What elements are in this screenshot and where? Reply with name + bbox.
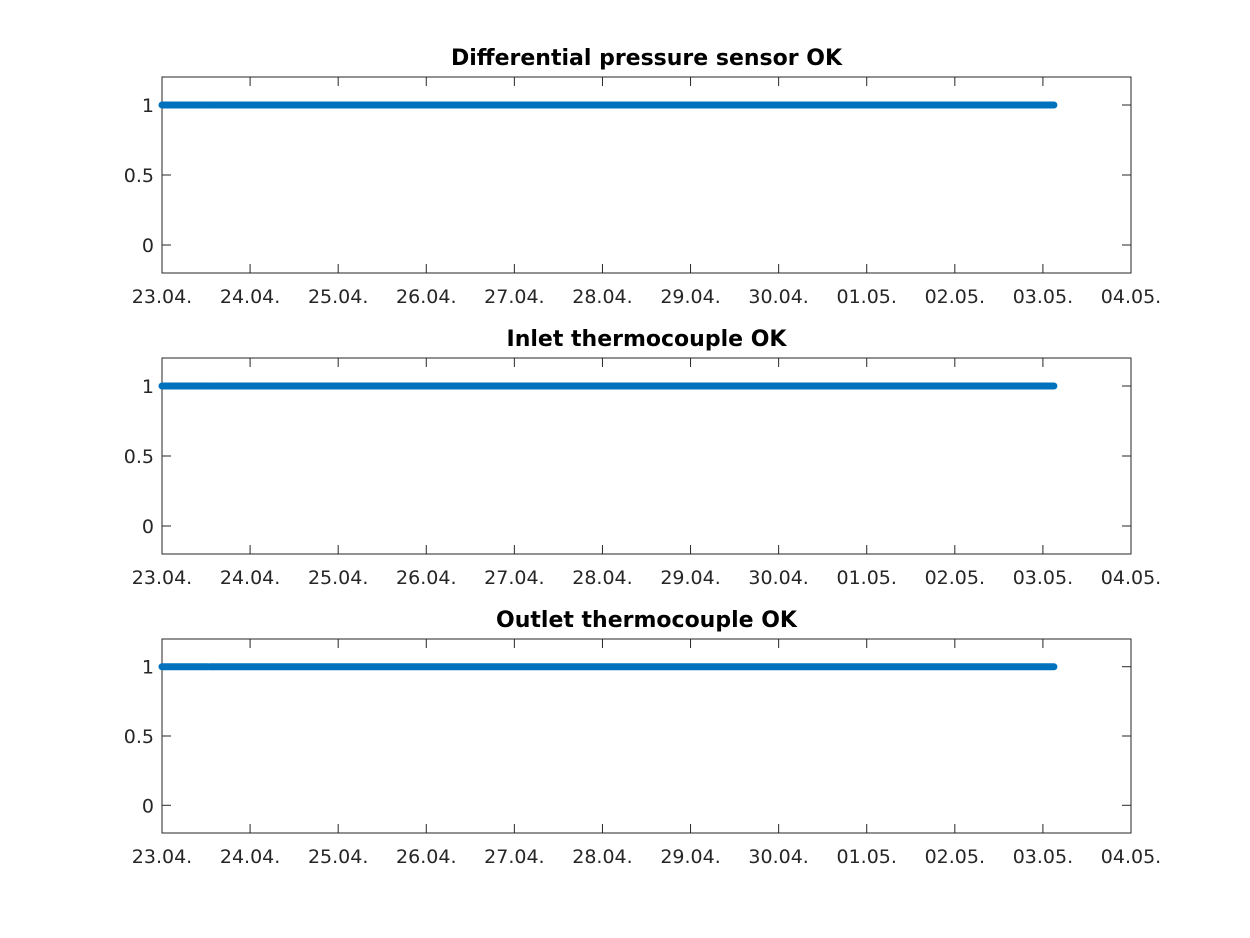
x-tick-label: 28.04.: [572, 846, 632, 868]
x-tick-label: 04.05.: [1101, 286, 1161, 308]
x-tick-label: 01.05.: [837, 846, 897, 868]
x-tick-label: 24.04.: [220, 567, 280, 589]
x-tick-label: 26.04.: [396, 846, 456, 868]
x-tick-label: 28.04.: [572, 286, 632, 308]
x-tick-label: 04.05.: [1101, 846, 1161, 868]
x-tick-label: 04.05.: [1101, 567, 1161, 589]
x-tick-label: 30.04.: [748, 846, 808, 868]
x-tick-label: 28.04.: [572, 567, 632, 589]
x-tick-label: 02.05.: [925, 286, 985, 308]
axes-3: Outlet thermocouple OK 23.04. 24.04. 25.04.…: [124, 608, 1161, 868]
y-tick-label: 0: [142, 235, 154, 257]
axes-box: [161, 76, 1132, 274]
axes-title: Differential pressure sensor OK: [451, 46, 843, 71]
x-tick-label: 03.05.: [1013, 846, 1073, 868]
x-tick-label: 03.05.: [1013, 286, 1073, 308]
axes-title: Inlet thermocouple OK: [507, 327, 788, 352]
x-tick-label: 03.05.: [1013, 567, 1073, 589]
y-tick-label: 1: [142, 376, 154, 398]
x-tick-label: 29.04.: [660, 567, 720, 589]
y-tick-label: 0.5: [124, 165, 154, 187]
x-tick-label: 02.05.: [925, 567, 985, 589]
x-tick-label: 23.04.: [132, 286, 192, 308]
x-tick-label: 25.04.: [308, 846, 368, 868]
x-tick-label: 26.04.: [396, 286, 456, 308]
x-tick-label: 23.04.: [132, 846, 192, 868]
x-tick-label: 30.04.: [748, 567, 808, 589]
axes-2: Inlet thermocouple OK 23.04. 24.04. 25.04. 2…: [124, 327, 1161, 589]
y-tick-label: 0: [142, 516, 154, 538]
axes-box: [161, 357, 1132, 555]
x-tick-label: 26.04.: [396, 567, 456, 589]
y-tick-label: 0.5: [124, 726, 154, 748]
y-tick-label: 0: [142, 795, 154, 817]
x-tick-label: 24.04.: [220, 846, 280, 868]
axes-box: [161, 638, 1132, 834]
x-tick-label: 02.05.: [925, 846, 985, 868]
x-tick-label: 30.04.: [748, 286, 808, 308]
x-tick-label: 01.05.: [837, 567, 897, 589]
x-tick-label: 01.05.: [837, 286, 897, 308]
x-tick-label: 27.04.: [484, 567, 544, 589]
x-tick-label: 23.04.: [132, 567, 192, 589]
x-tick-label: 27.04.: [484, 286, 544, 308]
y-tick-label: 0.5: [124, 446, 154, 468]
axes-1: Differential pressure sensor OK 23.04. 24.…: [124, 46, 1161, 308]
y-tick-label: 1: [142, 657, 154, 679]
axes-title: Outlet thermocouple OK: [496, 608, 798, 633]
x-tick-label: 25.04.: [308, 567, 368, 589]
y-tick-label: 1: [142, 95, 154, 117]
x-tick-label: 25.04.: [308, 286, 368, 308]
x-tick-label: 29.04.: [660, 846, 720, 868]
x-tick-label: 24.04.: [220, 286, 280, 308]
x-tick-label: 27.04.: [484, 846, 544, 868]
x-tick-label: 29.04.: [660, 286, 720, 308]
